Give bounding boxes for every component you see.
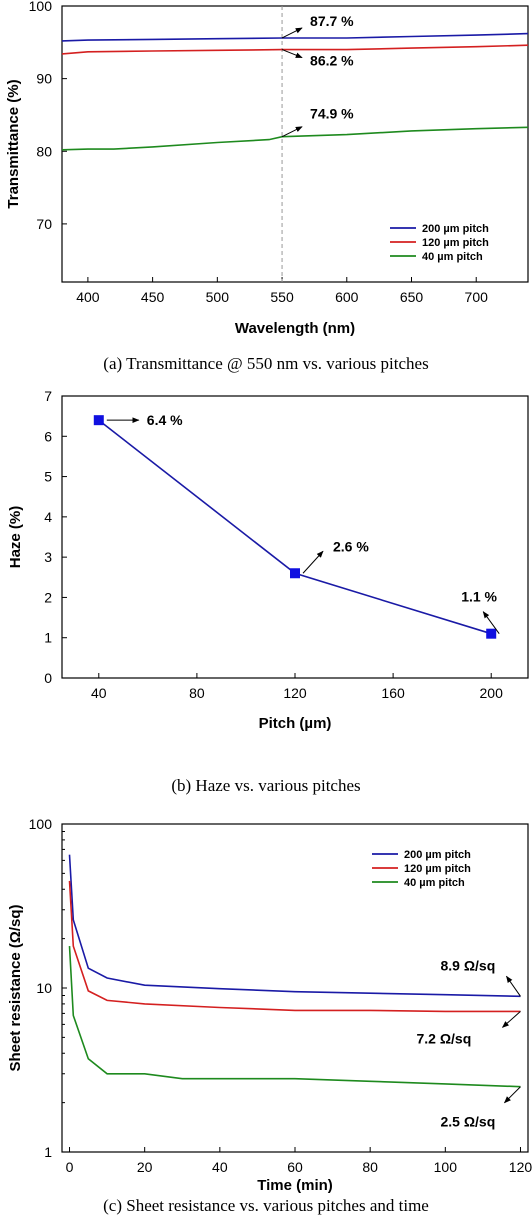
annotation-label: 74.9 % [310, 106, 354, 122]
y-tick-label: 2 [44, 589, 52, 605]
annotation-label: 1.1 % [461, 589, 497, 605]
plot-frame [61, 395, 529, 679]
y-tick-label: 1 [44, 1144, 52, 1160]
annotation-arrow [281, 126, 303, 138]
y-tick-label: 90 [36, 71, 52, 87]
x-tick-label: 60 [287, 1159, 303, 1175]
x-tick-label: 80 [189, 685, 205, 701]
series-line-0 [68, 854, 521, 998]
x-tick-label: 550 [270, 289, 294, 305]
legend-entry: 120 µm pitch [404, 863, 471, 875]
haze-chart-panel: 40 80 120 160 200 0 1 2 3 4 5 6 7 Pitch (µm) Haze (%) 6… [0, 386, 532, 806]
x-axis-label: Wavelength (nm) [235, 320, 355, 337]
series-line-1 [68, 880, 521, 1013]
x-tick-label: 160 [381, 685, 405, 701]
y-tick-label: 100 [29, 0, 53, 14]
x-tick-label: 400 [76, 289, 100, 305]
legend-entry: 200 µm pitch [404, 849, 471, 861]
series-line-0 [61, 32, 529, 42]
annotation-arrow [482, 611, 500, 634]
annotation-label: 7.2 Ω/sq [416, 1030, 471, 1046]
y-tick-label: 6 [44, 428, 52, 444]
annotation-label: 2.5 Ω/sq [440, 1114, 495, 1130]
x-tick-label: 120 [509, 1159, 532, 1175]
transmittance-caption: (a) Transmittance @ 550 nm vs. various p… [103, 354, 429, 373]
annotation-label: 2.6 % [333, 538, 369, 554]
legend-entry: 120 µm pitch [422, 237, 489, 249]
transmittance-chart-panel: 400 450 500 550 600 650 700 70 80 90 100 Wavelength… [0, 0, 532, 380]
sheet-resistance-caption: (c) Sheet resistance vs. various pitches… [103, 1196, 429, 1215]
annotation-arrow [503, 1086, 521, 1104]
x-tick-label: 450 [141, 289, 165, 305]
data-point-marker [486, 628, 497, 639]
y-tick-label: 7 [44, 388, 52, 404]
x-tick-label: 650 [400, 289, 424, 305]
y-tick-label: 80 [36, 143, 52, 159]
x-tick-label: 700 [465, 289, 489, 305]
y-tick-label: 3 [44, 549, 52, 565]
x-tick-label: 500 [206, 289, 230, 305]
x-axis-label: Time (min) [257, 1177, 333, 1194]
legend-entry: 40 µm pitch [422, 251, 483, 263]
series-line-1 [61, 44, 529, 55]
data-point-marker [93, 415, 104, 426]
legend-entry: 40 µm pitch [404, 877, 465, 889]
x-tick-label: 40 [91, 685, 107, 701]
haze-caption: (b) Haze vs. various pitches [171, 776, 361, 795]
annotation-arrow [501, 1011, 521, 1028]
y-tick-label: 100 [29, 816, 53, 832]
series-line-0 [98, 419, 492, 635]
y-tick-label: 1 [44, 630, 52, 646]
y-tick-label: 70 [36, 216, 52, 232]
haze-chart: 40 80 120 160 200 0 1 2 3 4 5 6 7 Pitch (µm) Haze (%) 6… [7, 388, 529, 732]
annotation-label: 86.2 % [310, 53, 354, 69]
annotation-arrow [302, 550, 324, 574]
annotation-label: 8.9 Ω/sq [440, 957, 495, 973]
y-tick-label: 0 [44, 670, 52, 686]
plot-frame [61, 5, 529, 283]
transmittance-chart: 400 450 500 550 600 650 700 70 80 90 100 Wavelength… [5, 0, 529, 337]
x-tick-label: 120 [283, 685, 307, 701]
y-tick-label: 10 [36, 980, 52, 996]
series-line-2 [61, 126, 529, 151]
x-tick-label: 20 [137, 1159, 153, 1175]
x-tick-label: 40 [212, 1159, 228, 1175]
y-axis-label: Sheet resistance (Ω/sq) [7, 904, 24, 1071]
y-axis-label: Transmittance (%) [5, 79, 22, 208]
data-point-marker [290, 568, 300, 579]
annotation-arrow [506, 975, 521, 997]
x-tick-label: 0 [66, 1159, 74, 1175]
annotation-label: 87.7 % [310, 13, 354, 29]
y-axis-label: Haze (%) [7, 506, 24, 569]
y-tick-label: 4 [44, 509, 52, 525]
series-line-2 [68, 946, 521, 1088]
x-tick-label: 200 [480, 685, 504, 701]
annotation-arrow [281, 49, 303, 59]
annotation-arrow [281, 27, 303, 39]
x-tick-label: 80 [362, 1159, 378, 1175]
y-tick-label: 5 [44, 469, 52, 485]
x-tick-label: 100 [434, 1159, 458, 1175]
legend-entry: 200 µm pitch [422, 223, 489, 235]
annotation-label: 6.4 % [147, 412, 183, 428]
x-axis-label: Pitch (µm) [259, 715, 332, 732]
x-tick-label: 600 [335, 289, 359, 305]
sheet-resistance-chart-panel: 0 20 40 60 80 100 120 1 10 100 Time (min) Sheet res… [0, 812, 532, 1228]
